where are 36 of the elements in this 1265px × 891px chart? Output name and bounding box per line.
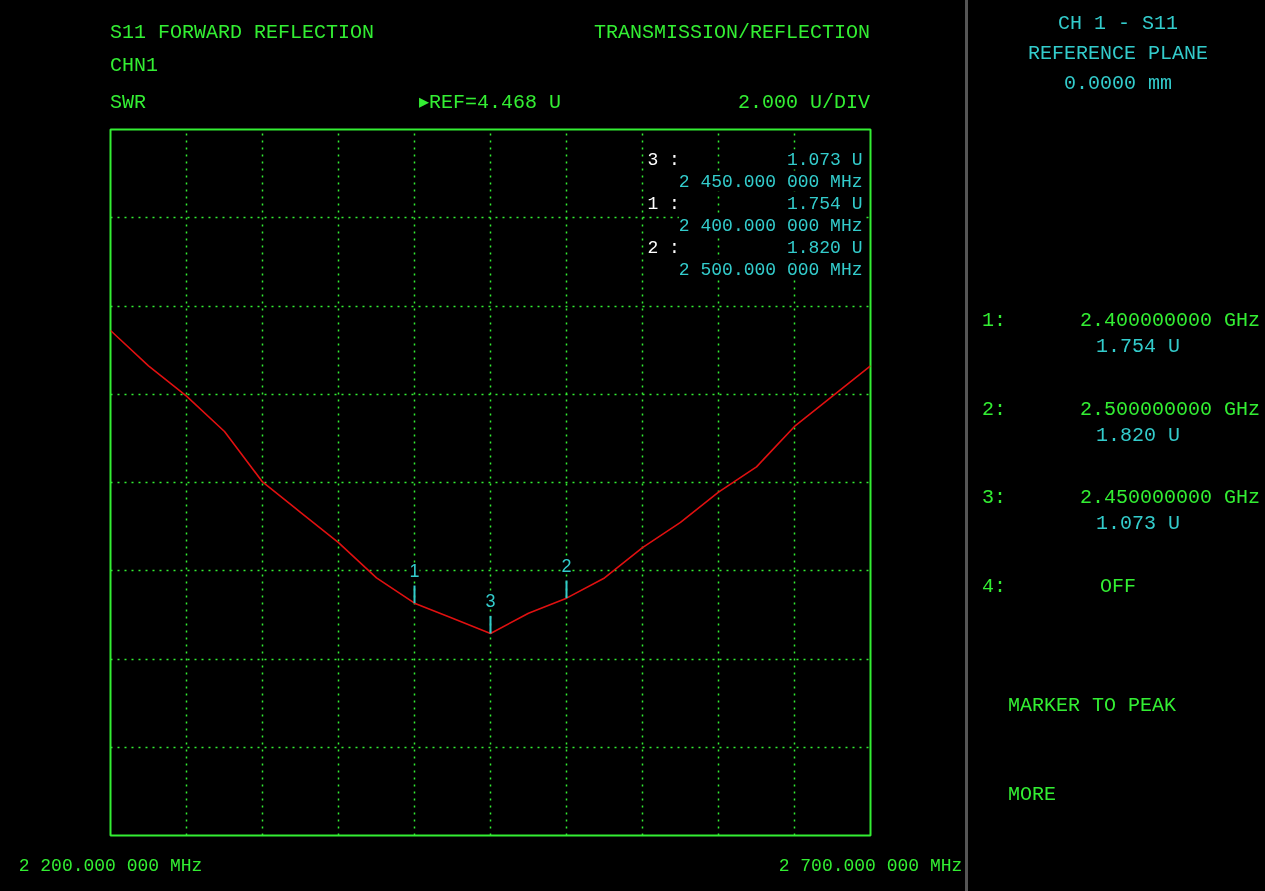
text: 2.450000000 GHz [1079, 484, 1260, 511]
x-tick-label: 2 700.000 000 MHz [778, 855, 963, 876]
text: MORE [1008, 781, 1057, 808]
text: REFERENCE PLANE [1027, 40, 1209, 67]
text: TRANSMISSION/REFLECTION [593, 19, 870, 46]
text: CH 1 - S11 [1057, 10, 1179, 37]
chart-subtitle: CHN1 [110, 52, 159, 79]
annotation: 3 [485, 591, 496, 612]
x-tick-label: 2 200.000 000 MHz [18, 855, 203, 876]
text: 3 : [647, 149, 680, 170]
text: 2 400.000 000 MHz [678, 215, 863, 236]
text: 0.0000 mm [1063, 70, 1173, 97]
annotation: 1 [409, 560, 420, 581]
text: 2 450.000 000 MHz [678, 171, 863, 192]
text: 2 500.000 000 MHz [678, 259, 863, 280]
text: 1.073 U [1095, 510, 1181, 537]
text: SWR [110, 89, 147, 116]
text: 1.820 U [786, 237, 863, 258]
text: MARKER TO PEAK [1008, 692, 1177, 719]
text: 1.754 U [786, 193, 863, 214]
text: 1 : [647, 193, 680, 214]
text: 2.400000000 GHz [1079, 307, 1260, 334]
text: ▸REF=4.468 U [418, 89, 562, 116]
text: 1: [982, 307, 1007, 334]
text: 1.754 U [1095, 333, 1181, 360]
annotation: 2 [561, 555, 572, 576]
text: 1.820 U [1095, 422, 1181, 449]
chart-title: S11 FORWARD REFLECTION [110, 19, 375, 46]
text: 2: [982, 396, 1007, 423]
text: OFF [1099, 573, 1137, 600]
text: 3: [982, 484, 1007, 511]
text: 1.073 U [786, 149, 863, 170]
text: 2.500000000 GHz [1079, 396, 1260, 423]
text: 2 : [647, 237, 680, 258]
text: 4: [982, 573, 1007, 600]
text: 2.000 U/DIV [737, 89, 870, 116]
